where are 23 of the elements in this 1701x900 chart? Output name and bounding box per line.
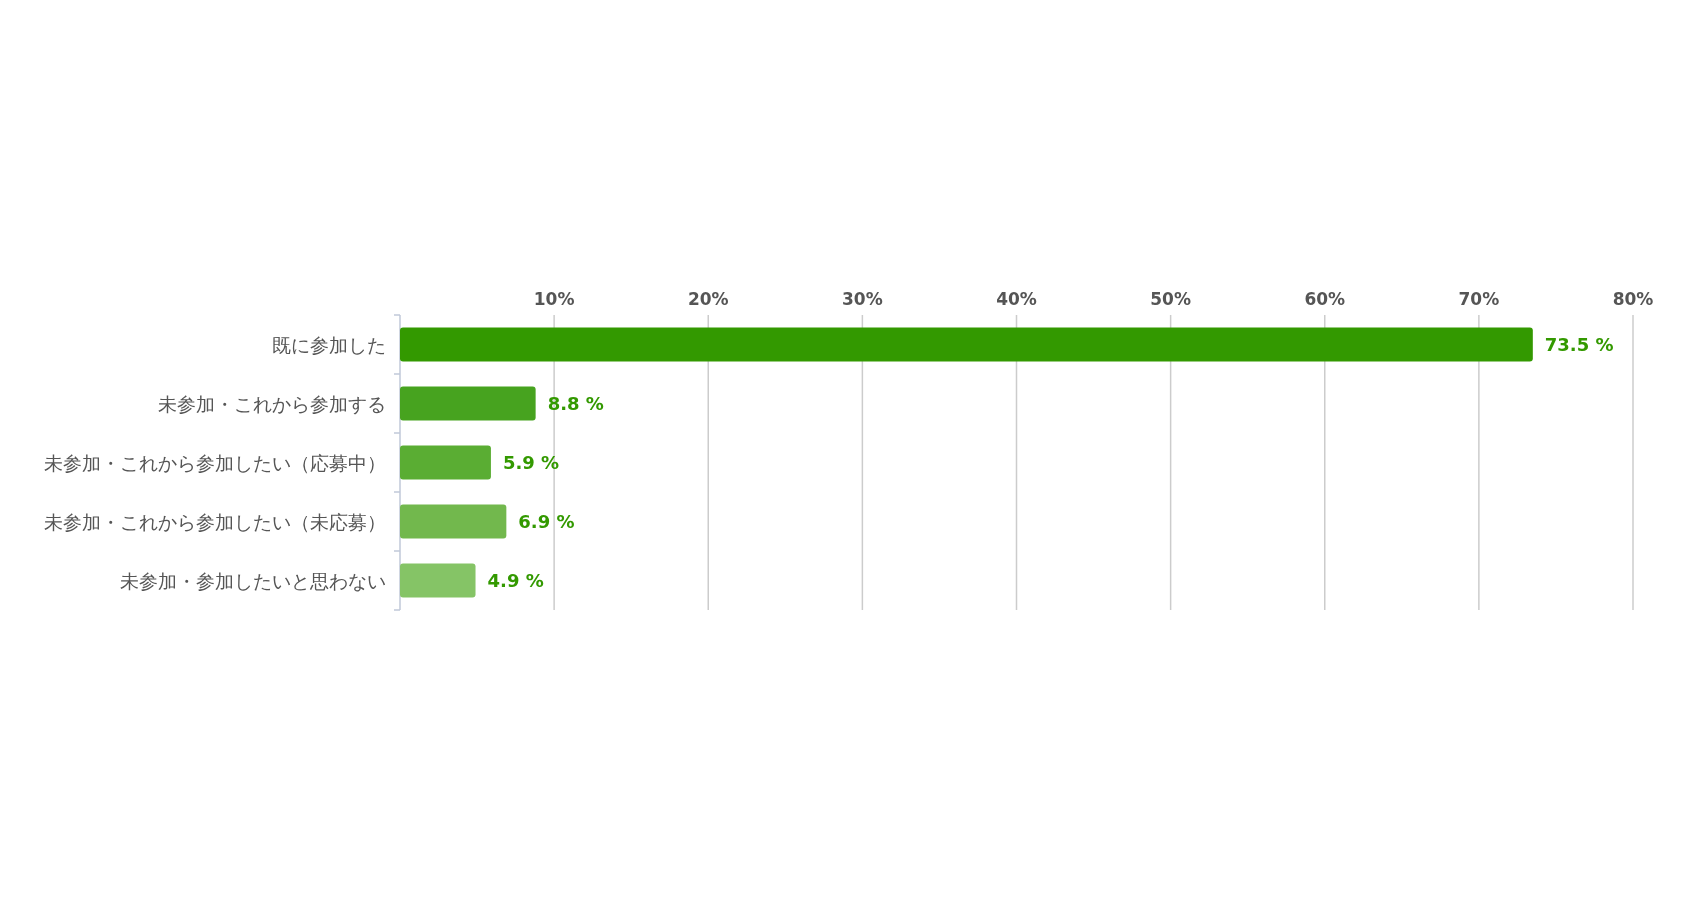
data-label: 8.8 % [547, 392, 604, 414]
x-tick-label: 20% [687, 289, 729, 309]
bar [400, 445, 491, 480]
bar [400, 386, 536, 421]
y-tick-label: 未参加・参加したいと思わない [120, 569, 386, 592]
x-tick-label: 80% [1612, 289, 1654, 309]
y-tick-label: 未参加・これから参加したい（応募中） [44, 451, 386, 474]
y-tick-label: 既に参加した [272, 333, 386, 356]
bar [400, 327, 1533, 362]
y-tick-label: 未参加・これから参加したい（未応募） [44, 510, 386, 533]
x-tick-label: 60% [1304, 289, 1346, 309]
y-tick-label: 未参加・これから参加する [158, 392, 386, 415]
x-tick-label: 40% [996, 289, 1037, 309]
x-tick-label: 50% [1150, 289, 1191, 309]
x-tick-label: 70% [1458, 289, 1500, 309]
data-label: 6.9 % [518, 510, 575, 532]
x-tick-label: 10% [533, 289, 575, 309]
x-tick-label: 30% [842, 289, 883, 309]
bar [400, 563, 476, 598]
data-label: 73.5 % [1544, 333, 1614, 355]
data-label: 5.9 % [502, 451, 560, 473]
bar [400, 504, 507, 539]
data-label: 4.9 % [487, 569, 544, 591]
